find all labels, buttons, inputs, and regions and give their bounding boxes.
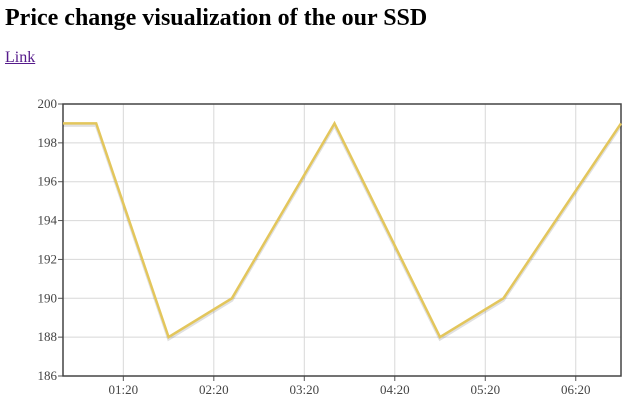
page-title: Price change visualization of the our SS… <box>5 5 428 31</box>
y-tick-label: 192 <box>38 251 58 266</box>
page-link[interactable]: Link <box>5 49 36 66</box>
line-chart: 186 188 190 192 194 196 198 200 01:20 02:20 03:20 0… <box>38 96 623 397</box>
y-tick-label: 188 <box>38 329 58 344</box>
x-tick-label: 01:20 <box>109 382 139 397</box>
x-tick-label: 02:20 <box>199 382 229 397</box>
x-tick-label: 06:20 <box>561 382 591 397</box>
x-tick-label: 03:20 <box>289 382 319 397</box>
y-tick-label: 200 <box>38 96 58 111</box>
plot-frame <box>62 103 622 377</box>
y-tick-label: 194 <box>38 213 58 228</box>
x-tick-label: 05:20 <box>470 382 500 397</box>
series-line <box>63 120 623 339</box>
y-tick-label: 198 <box>38 135 58 150</box>
y-tick-label: 196 <box>38 174 58 189</box>
plot-area <box>63 104 621 376</box>
y-tick-label: 190 <box>38 290 58 305</box>
chart-container: 186 188 190 192 194 196 198 200 01:20 02:20 03:20 0… <box>0 90 638 403</box>
y-tick-label: 186 <box>38 368 58 383</box>
x-tick-label: 04:20 <box>380 382 410 397</box>
